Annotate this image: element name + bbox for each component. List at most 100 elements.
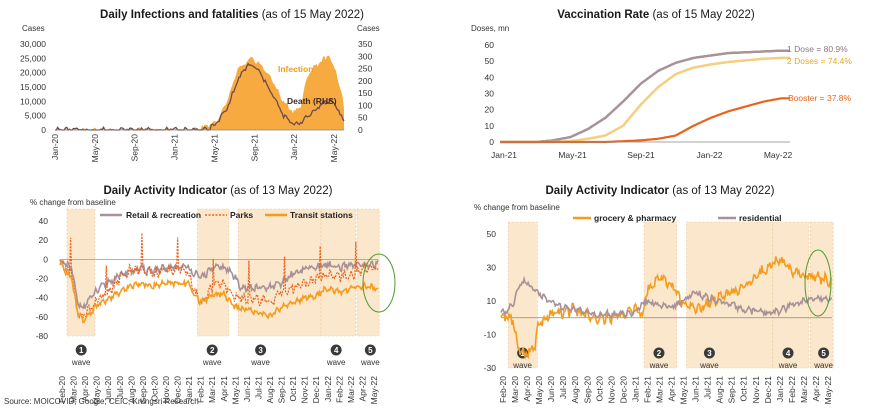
x-tick-label: May-20 <box>90 134 100 163</box>
wave-badge <box>703 347 715 359</box>
x-tick-label: Apr-21 <box>667 376 677 402</box>
x-tick-label: Jan-22 <box>289 134 299 160</box>
wave-number: 1 <box>79 346 84 355</box>
parks-line <box>59 232 379 320</box>
x-tick-label: Oct-21 <box>288 376 298 402</box>
x-tick-label: Nov-20 <box>606 376 616 404</box>
y-tick-label: -30 <box>484 363 497 373</box>
x-tick-label: Aug-21 <box>265 376 275 404</box>
y-tick-label-right: 150 <box>358 88 372 98</box>
x-tick-label: Jun-21 <box>691 376 701 402</box>
x-tick-label: Aug-20 <box>126 376 136 404</box>
one-dose-line <box>500 49 790 144</box>
wave-badge <box>255 344 267 356</box>
y-tick-label: 60 <box>485 40 495 50</box>
x-tick-label: Jun-20 <box>103 376 113 402</box>
wave-label: wave <box>250 358 270 367</box>
wave-band <box>507 221 538 369</box>
y-tick-label: 30 <box>487 263 497 273</box>
wave-number: 2 <box>657 349 662 358</box>
wave-badge <box>782 347 794 359</box>
x-tick-label: May-22 <box>369 376 379 405</box>
y-axis-label: Cases <box>22 24 45 33</box>
chart-title: Daily Infections and fatalities (as of 1… <box>100 9 364 21</box>
y-tick-label: 10,000 <box>20 96 46 106</box>
y-tick-label: 20 <box>485 105 495 115</box>
y-tick-label: -60 <box>36 312 49 322</box>
wave-band <box>643 221 678 369</box>
highlight-ellipse <box>804 249 832 317</box>
y-tick-label: -10 <box>484 330 497 340</box>
y-axis-label: % change from baseline <box>474 203 560 212</box>
x-tick-label: May-22 <box>823 376 833 405</box>
x-tick-label: Jun-20 <box>546 376 556 402</box>
x-tick-label: Jun-21 <box>242 376 252 402</box>
y-tick-label: 50 <box>485 56 495 66</box>
x-tick-label: Jan-22 <box>697 150 723 160</box>
x-tick-label: Jul-20 <box>115 376 125 399</box>
wave-label: wave <box>512 361 532 370</box>
y-axis-label: Doses, mn <box>471 24 509 33</box>
y-tick-label: 0 <box>43 254 48 264</box>
y-tick-label: 40 <box>39 216 49 226</box>
x-tick-label: Mar-21 <box>654 376 664 403</box>
wave-badge <box>818 347 830 359</box>
x-tick-label: May-21 <box>230 376 240 405</box>
legend: Retail & recreation Parks Transit statio… <box>100 210 353 220</box>
y-tick-label: -80 <box>36 331 49 341</box>
y-tick-label-right: 0 <box>358 125 363 135</box>
wave-badge <box>206 344 218 356</box>
x-tick-label: Sep-21 <box>249 134 259 162</box>
wave-label: wave <box>71 358 91 367</box>
y-tick-label: 50 <box>487 229 497 239</box>
y-tick-label: -20 <box>36 274 49 284</box>
wave-badge <box>364 344 376 356</box>
y-tick-label: 25,000 <box>20 53 46 63</box>
wave-band <box>809 221 834 369</box>
legend: grocery & pharmacy residential <box>573 213 782 223</box>
x-tick-label: Jan-21 <box>184 376 194 402</box>
legend-1-dose: 1 Dose = 80.9% <box>787 44 848 54</box>
x-tick-label: Mar-21 <box>207 376 217 403</box>
y-axis-label: % change from baseline <box>30 198 116 207</box>
x-tick-label: Feb-21 <box>196 376 206 403</box>
x-tick-label: Aug-20 <box>570 376 580 404</box>
wave-number: 2 <box>210 346 215 355</box>
wave-label: wave <box>778 361 798 370</box>
x-tick-label: Jan-20 <box>50 134 60 160</box>
residential-line <box>500 275 833 321</box>
x-tick-label: Mar-20 <box>510 376 520 403</box>
x-tick-label: Apr-20 <box>522 376 532 402</box>
y-tick-label: 10 <box>485 121 495 131</box>
x-tick-label: Nov-21 <box>300 376 310 404</box>
wave-badge <box>330 344 342 356</box>
wave-label: wave <box>813 361 833 370</box>
wave-number: 4 <box>786 349 791 358</box>
wave-number: 3 <box>707 349 712 358</box>
x-tick-label: Jan-21 <box>170 134 180 160</box>
wave-badge <box>75 344 87 356</box>
y-tick-label-right: 100 <box>358 100 372 110</box>
x-tick-label: May-22 <box>764 150 793 160</box>
booster-line <box>500 97 790 144</box>
wave-number: 3 <box>258 346 263 355</box>
wave-label: wave <box>699 361 719 370</box>
wave-label: wave <box>202 358 222 367</box>
chart-title: Daily Activity Indicator (as of 13 May 2… <box>545 185 774 197</box>
x-tick-label: May-22 <box>329 134 339 163</box>
x-tick-label: Nov-21 <box>751 376 761 404</box>
x-tick-label: Oct-21 <box>739 376 749 402</box>
x-tick-label: Apr-20 <box>80 376 90 402</box>
x-tick-label: Dec-21 <box>311 376 321 404</box>
y-tick-label: 0 <box>41 125 46 135</box>
legend-infection: Infection <box>278 64 313 74</box>
y-tick-label-right: 250 <box>358 64 372 74</box>
wave-label: wave <box>326 358 346 367</box>
legend-death: Death (RHS) <box>287 96 337 106</box>
x-tick-label: Mar-22 <box>799 376 809 403</box>
x-tick-label: Sep-20 <box>130 134 140 162</box>
infection-area <box>55 55 344 130</box>
x-tick-label: May-20 <box>534 376 544 405</box>
x-tick-label: May-20 <box>92 376 102 405</box>
